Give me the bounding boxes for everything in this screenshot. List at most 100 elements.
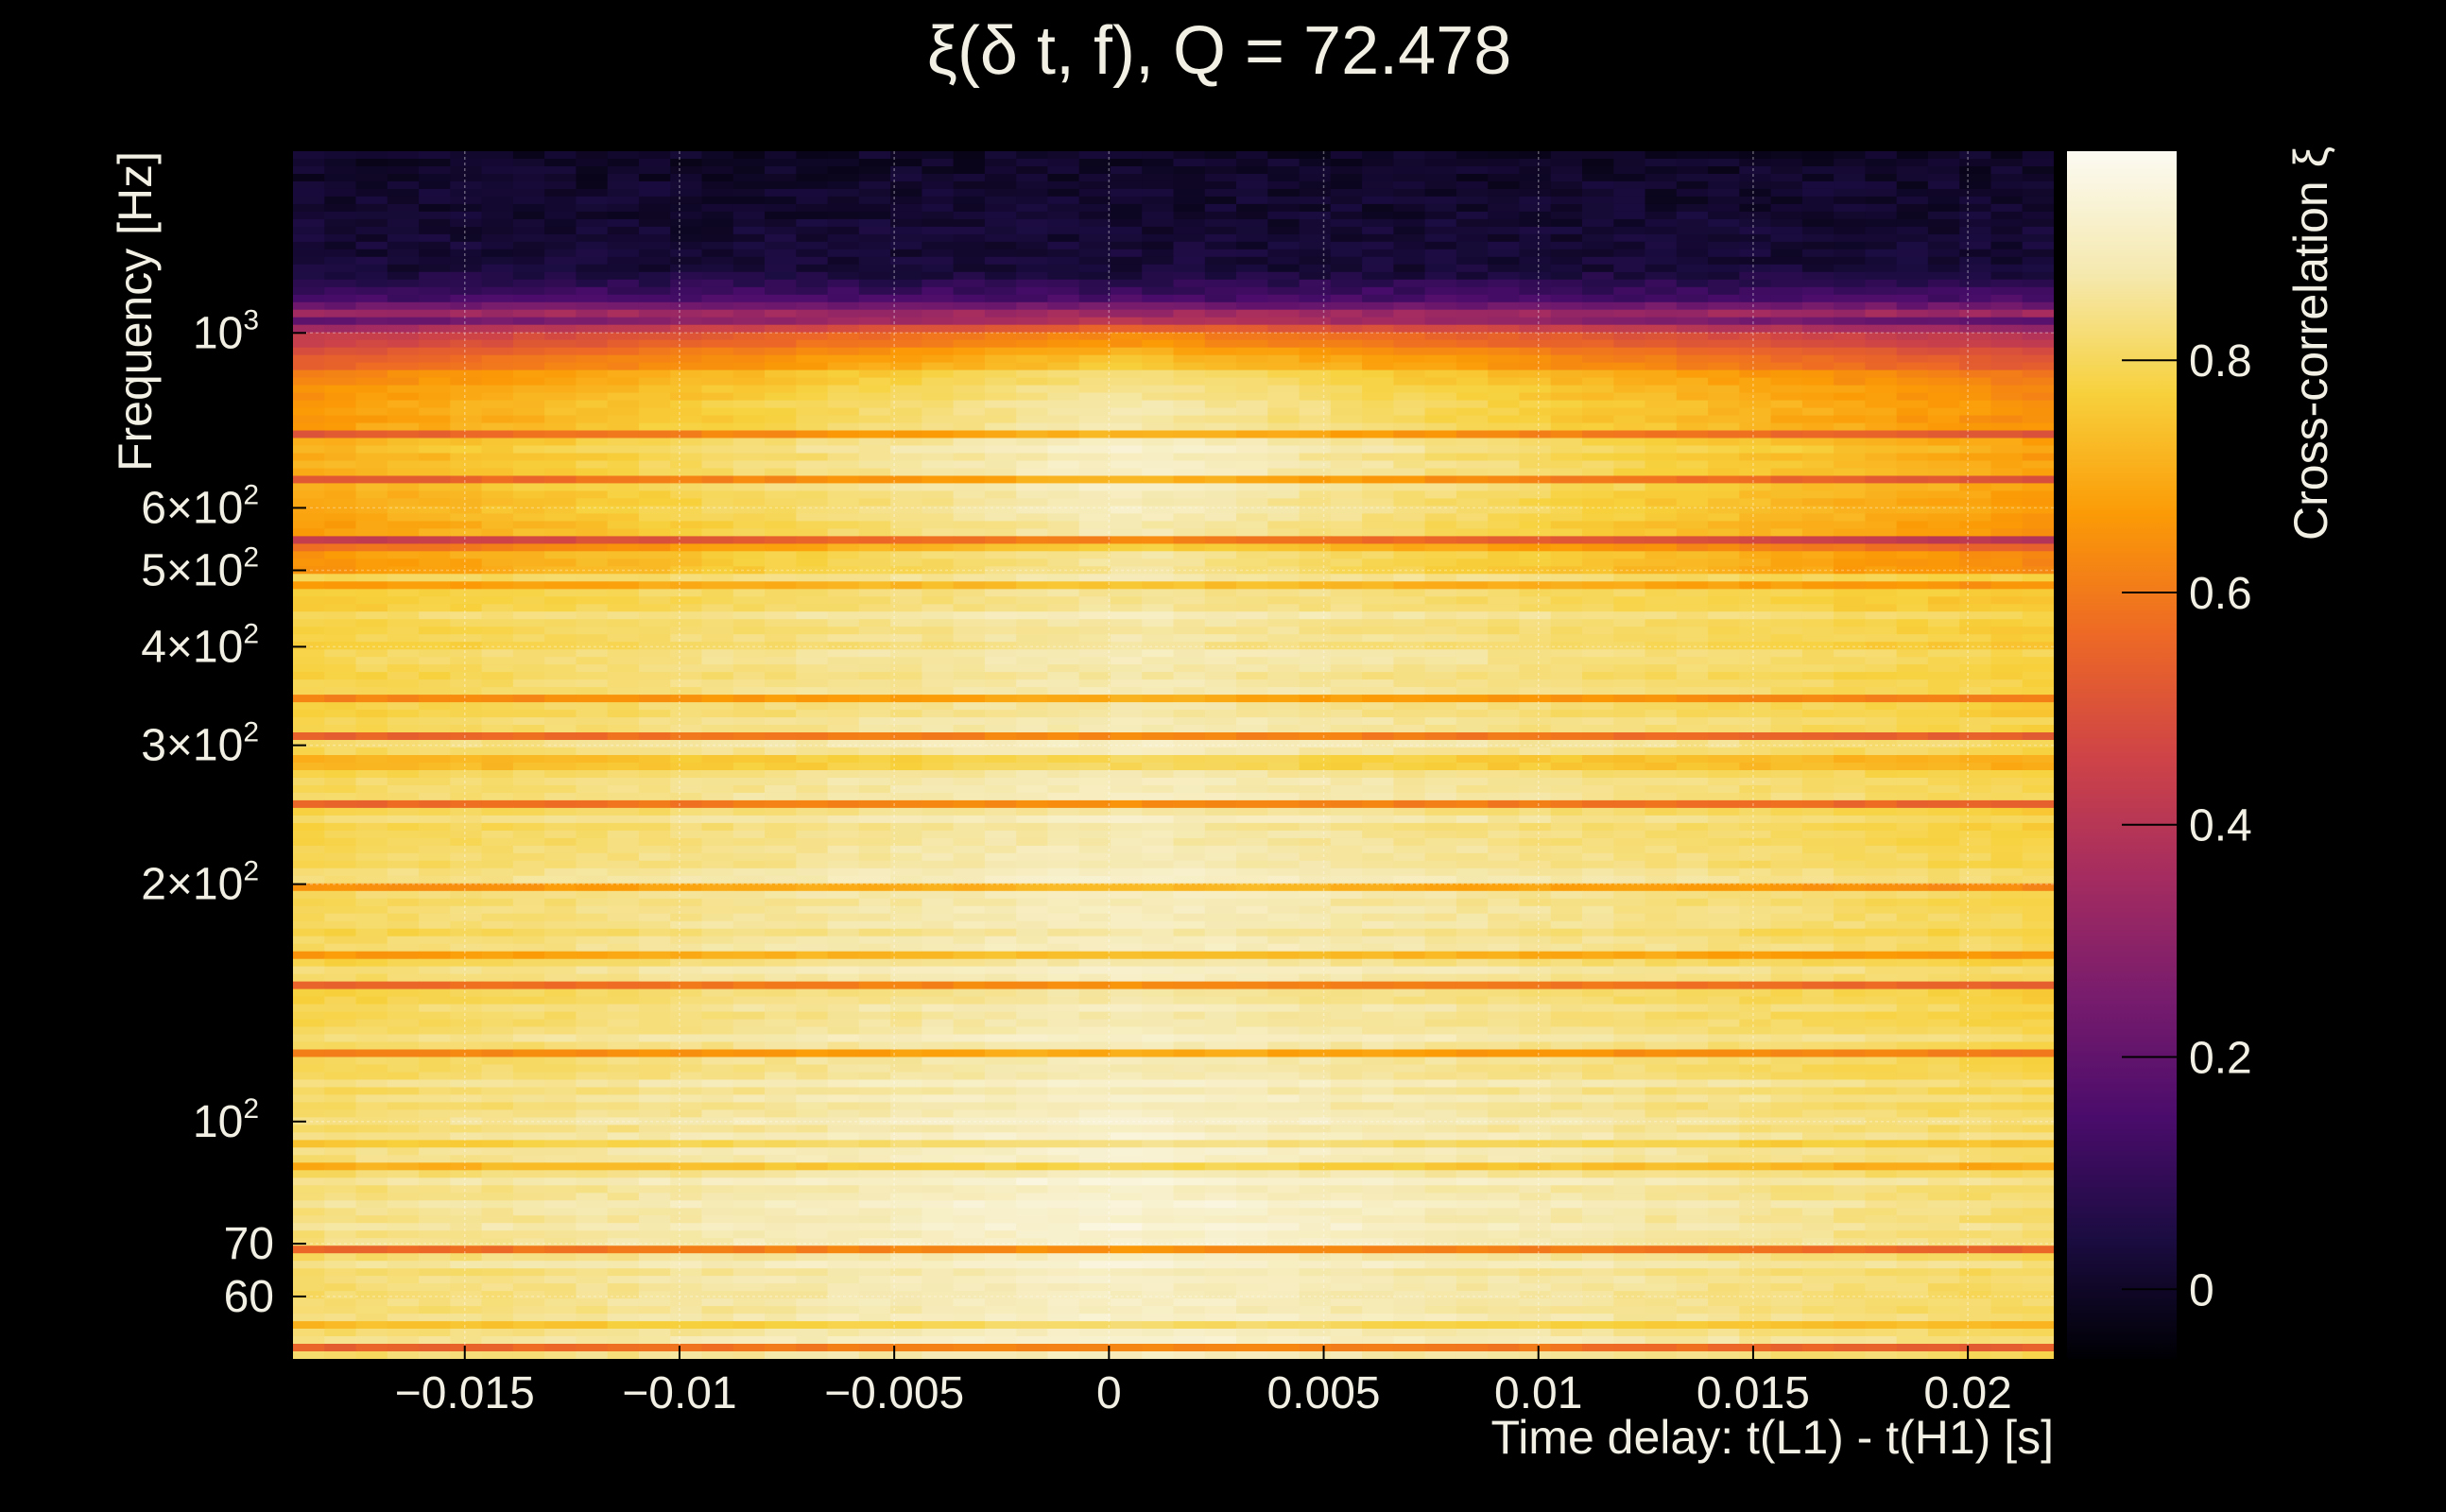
heatmap-cell bbox=[765, 226, 797, 235]
heatmap-cell bbox=[419, 747, 451, 756]
heatmap-cell bbox=[827, 369, 860, 379]
heatmap-cell bbox=[1927, 717, 1960, 726]
heatmap-cell bbox=[922, 309, 955, 318]
heatmap-cell bbox=[1959, 732, 1992, 741]
heatmap-cell bbox=[953, 264, 986, 273]
heatmap-cell bbox=[1299, 528, 1332, 537]
heatmap-cell bbox=[1362, 445, 1394, 455]
heatmap-cell bbox=[1990, 196, 2024, 205]
heatmap-cell bbox=[1236, 604, 1268, 612]
heatmap-cell bbox=[1739, 543, 1772, 552]
heatmap-cell bbox=[293, 174, 325, 182]
heatmap-cell bbox=[1550, 369, 1583, 379]
heatmap-cell bbox=[1393, 309, 1426, 318]
heatmap-cell bbox=[796, 732, 829, 741]
heatmap-cell bbox=[450, 354, 483, 364]
heatmap-cell bbox=[1456, 400, 1489, 409]
heatmap-cell bbox=[1927, 664, 1960, 673]
heatmap-cell bbox=[576, 702, 609, 711]
heatmap-cell bbox=[2022, 362, 2054, 371]
heatmap-cell bbox=[1078, 649, 1111, 658]
heatmap-cell bbox=[1582, 445, 1614, 455]
heatmap-cell bbox=[670, 369, 703, 379]
heatmap-cell bbox=[1362, 309, 1394, 318]
heatmap-cell bbox=[1267, 218, 1301, 228]
heatmap-cell bbox=[1488, 732, 1521, 741]
heatmap-cell bbox=[481, 528, 514, 537]
heatmap-cell bbox=[1456, 324, 1489, 334]
heatmap-cell bbox=[1865, 649, 1898, 658]
heatmap-cell bbox=[1676, 347, 1709, 356]
heatmap-cell bbox=[1078, 778, 1111, 786]
heatmap-cell bbox=[1739, 710, 1772, 718]
heatmap-cell bbox=[544, 807, 577, 816]
heatmap-cell bbox=[355, 453, 388, 462]
heatmap-cell bbox=[607, 188, 640, 198]
heatmap-cell bbox=[324, 792, 357, 801]
heatmap-cell bbox=[576, 611, 609, 620]
heatmap-cell bbox=[1204, 286, 1237, 296]
heatmap-cell bbox=[922, 249, 955, 258]
heatmap-cell bbox=[1267, 332, 1301, 341]
heatmap-cell bbox=[450, 468, 483, 477]
heatmap-cell bbox=[1393, 604, 1426, 612]
heatmap-cell bbox=[2022, 619, 2054, 627]
heatmap-cell bbox=[293, 438, 325, 447]
heatmap-cell bbox=[670, 256, 703, 266]
heatmap-cell bbox=[922, 642, 955, 650]
heatmap-cell bbox=[450, 188, 483, 198]
heatmap-cell bbox=[355, 180, 388, 190]
heatmap-cell bbox=[765, 249, 797, 258]
heatmap-cell bbox=[1236, 792, 1268, 801]
heatmap-cell bbox=[1645, 747, 1678, 756]
heatmap-cell bbox=[1550, 196, 1583, 205]
heatmap-cell bbox=[638, 596, 671, 605]
heatmap-cell bbox=[1362, 249, 1394, 258]
heatmap-cell bbox=[607, 604, 640, 612]
heatmap-cell bbox=[1047, 785, 1080, 794]
heatmap-cell bbox=[1330, 619, 1363, 627]
heatmap-cell bbox=[1801, 581, 1834, 590]
heatmap-cell bbox=[1488, 430, 1521, 439]
heatmap-cell bbox=[922, 264, 955, 273]
heatmap-cell bbox=[1111, 438, 1143, 447]
heatmap-cell bbox=[1519, 256, 1552, 266]
heatmap-cell bbox=[1111, 218, 1143, 228]
heatmap-cell bbox=[953, 241, 986, 250]
heatmap-cell bbox=[922, 807, 955, 816]
heatmap-cell bbox=[1739, 799, 1772, 809]
heatmap-cell bbox=[1739, 151, 1772, 160]
heatmap-cell bbox=[1927, 256, 1960, 266]
heatmap-cell bbox=[293, 468, 325, 477]
heatmap-cell bbox=[1582, 717, 1614, 726]
heatmap-cell bbox=[419, 566, 451, 575]
heatmap-cell bbox=[858, 513, 891, 522]
heatmap-cell bbox=[670, 460, 703, 470]
heatmap-cell bbox=[1519, 558, 1552, 567]
heatmap-cell bbox=[922, 241, 955, 250]
heatmap-cell bbox=[1990, 664, 2024, 673]
heatmap-cell bbox=[1393, 528, 1426, 537]
heatmap-cell bbox=[1299, 377, 1332, 387]
heatmap-cell bbox=[481, 256, 514, 266]
heatmap-cell bbox=[1739, 369, 1772, 379]
heatmap-cell bbox=[1582, 475, 1614, 485]
heatmap-cell bbox=[1645, 347, 1678, 356]
heatmap-cell bbox=[2022, 430, 2054, 439]
heatmap-cell bbox=[293, 369, 325, 379]
heatmap-cell bbox=[1330, 672, 1363, 680]
heatmap-cell bbox=[1236, 377, 1268, 387]
heatmap-cell bbox=[1173, 506, 1206, 514]
heatmap-cell bbox=[1016, 369, 1049, 379]
heatmap-cell bbox=[1676, 233, 1709, 243]
heatmap-cell bbox=[1236, 385, 1268, 394]
heatmap-cell bbox=[638, 785, 671, 794]
heatmap-cell bbox=[481, 354, 514, 364]
heatmap-cell bbox=[2022, 422, 2054, 432]
heatmap-cell bbox=[1770, 619, 1803, 627]
heatmap-cell bbox=[1865, 657, 1898, 665]
heatmap-cell bbox=[1204, 627, 1237, 635]
heatmap-cell bbox=[1739, 664, 1772, 673]
heatmap-cell bbox=[922, 725, 955, 733]
heatmap-cell bbox=[1834, 687, 1866, 696]
